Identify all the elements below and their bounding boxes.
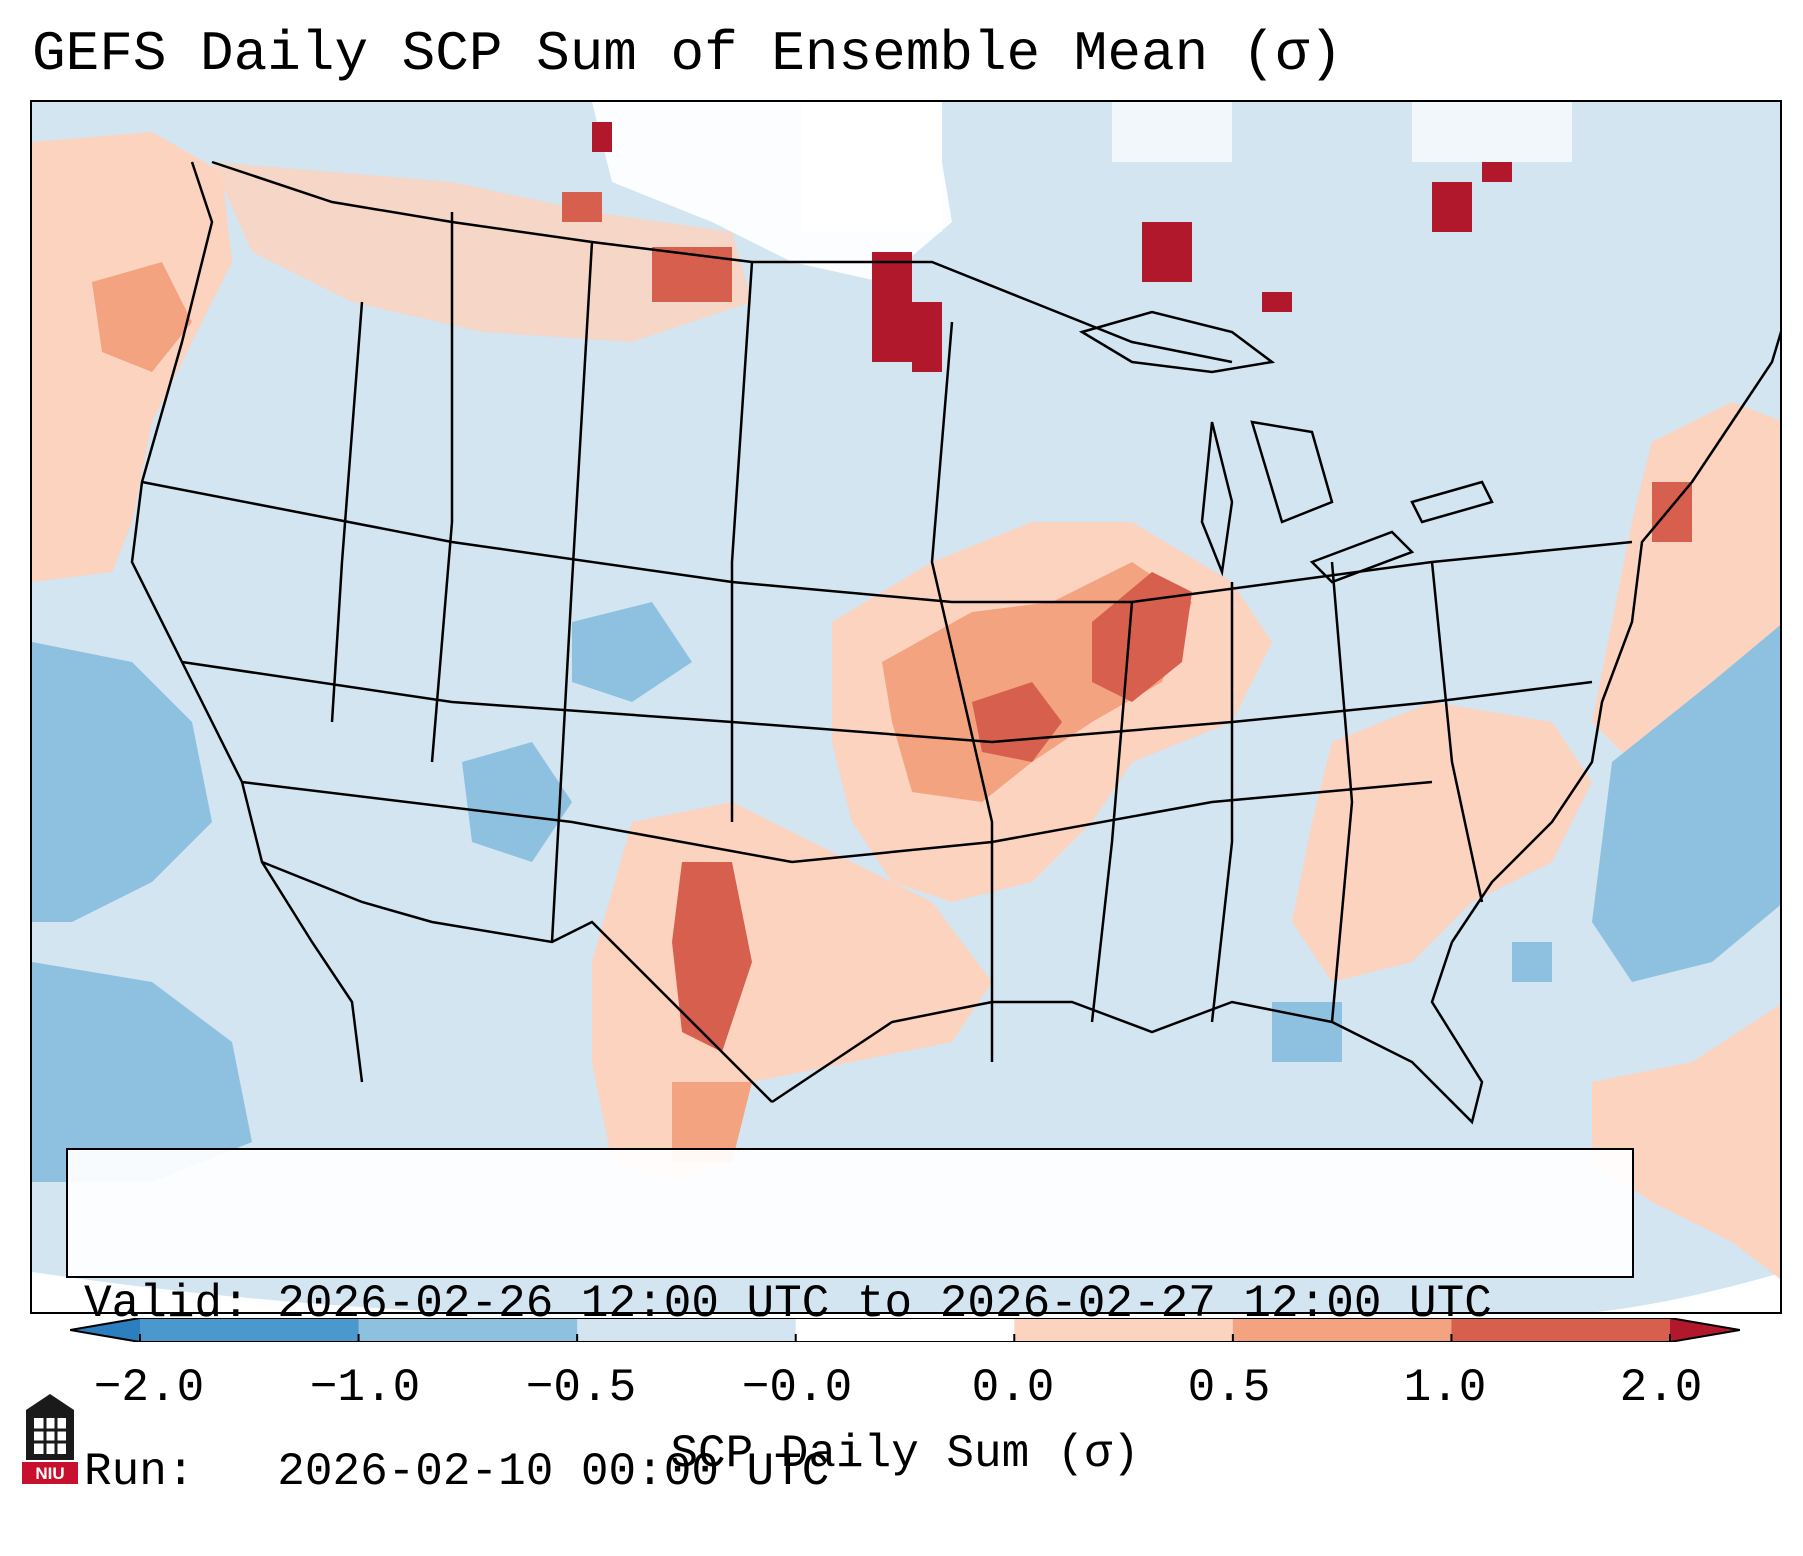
anomaly-southeast <box>1292 702 1592 982</box>
lake-erie <box>1309 530 1415 584</box>
coastline-gulf <box>771 941 1484 1125</box>
anomaly-atlantic <box>1592 625 1780 982</box>
border-grid-3 <box>550 241 594 943</box>
anomaly-pacific-northwest-core <box>92 262 192 372</box>
cbar-tick-neg05: −0.5 <box>525 1362 637 1414</box>
colorbar-extend-low <box>70 1318 140 1342</box>
zero-field-canada-4 <box>1412 102 1572 162</box>
run-info-box: Valid: 2026-02-26 12:00 UTC to 2026-02-2… <box>66 1148 1634 1498</box>
colorbar <box>70 1318 1740 1342</box>
zero-field-canada-3 <box>1112 102 1232 162</box>
cbar-tick-05: 0.5 <box>1187 1362 1271 1414</box>
lake-ontario <box>1410 480 1494 524</box>
run-line: Run: 2026-02-10 00:00 UTC <box>84 1444 1616 1500</box>
border-grid-12 <box>1430 561 1484 903</box>
anomaly-caribbean <box>1592 1004 1780 1279</box>
colorbar-bin <box>140 1318 360 1342</box>
state-borders <box>130 160 1780 1125</box>
hotspot-7 <box>1482 162 1512 182</box>
border-grid-10 <box>1210 582 1234 1023</box>
cbar-tick-neg0: −0.0 <box>741 1362 853 1414</box>
hotspot-2 <box>872 252 912 362</box>
anomaly-gulf-2 <box>1512 942 1552 982</box>
border-grid-1 <box>330 301 364 723</box>
map-title: GEFS Daily SCP Sum of Ensemble Mean (σ) <box>32 22 1343 86</box>
anomaly-eastern-pacific-south <box>32 962 252 1182</box>
anomaly-west-texas-core <box>672 862 752 1052</box>
anomaly-south-texas <box>672 1082 752 1162</box>
lake-huron <box>1250 420 1334 524</box>
hotspot-8 <box>562 192 602 222</box>
map-panel <box>30 100 1782 1314</box>
zero-field-canada-2 <box>802 102 942 232</box>
colorbar-bin <box>795 1318 1015 1342</box>
anomaly-new-england-core <box>1652 482 1692 542</box>
hotspot-6 <box>1432 182 1472 232</box>
svg-text:NIU: NIU <box>35 1464 64 1483</box>
cbar-tick-1: 1.0 <box>1403 1362 1487 1414</box>
colorbar-bin <box>1451 1318 1671 1342</box>
colorbar-bin <box>1232 1318 1452 1342</box>
hotspot-1 <box>652 247 732 302</box>
cbar-tick-0: 0.0 <box>971 1362 1055 1414</box>
lake-michigan <box>1200 421 1234 577</box>
colorbar-label: SCP Daily Sum (σ) <box>670 1428 1140 1480</box>
border-grid-6 <box>141 480 1633 604</box>
cbar-tick-neg2: −2.0 <box>93 1362 205 1414</box>
colorbar-bin <box>577 1318 797 1342</box>
anomaly-missouri-illinois-core <box>1092 572 1192 702</box>
anomaly-arizona <box>462 742 572 862</box>
colorbar-bin <box>358 1318 578 1342</box>
coastline-east <box>1450 330 1780 943</box>
anomaly-north-montana <box>212 162 752 342</box>
run-label: Run: <box>84 1446 195 1498</box>
border-grid-5 <box>930 321 994 1062</box>
projection-corner-right <box>1596 1273 1780 1312</box>
border-mexico <box>261 860 773 1103</box>
anomaly-colorado <box>572 602 692 702</box>
hotspot-4 <box>1142 222 1192 282</box>
hotspot-3 <box>912 302 942 372</box>
hotspot-9 <box>592 122 612 152</box>
anomaly-eastern-pacific <box>32 642 212 922</box>
hotspot-5 <box>1262 292 1292 312</box>
run-value: 2026-02-10 00:00 UTC <box>277 1446 830 1498</box>
cbar-tick-2: 2.0 <box>1619 1362 1703 1414</box>
great-lakes <box>1078 310 1494 584</box>
projection-corner <box>32 1272 452 1312</box>
niu-logo-icon: NIU <box>22 1394 78 1484</box>
border-grid-9 <box>1090 601 1134 1023</box>
border-grid-11 <box>1330 561 1354 1023</box>
border-grid-2 <box>430 212 454 763</box>
colorbar-extend-high <box>1670 1318 1740 1342</box>
colorbar-bin <box>1014 1318 1234 1342</box>
border-grid-4 <box>730 261 754 822</box>
border-grid-7 <box>181 660 1593 744</box>
map-canvas <box>32 102 1780 1312</box>
border-grid-8 <box>241 780 1433 864</box>
cbar-tick-neg1: −1.0 <box>309 1362 421 1414</box>
lake-superior <box>1078 310 1276 374</box>
